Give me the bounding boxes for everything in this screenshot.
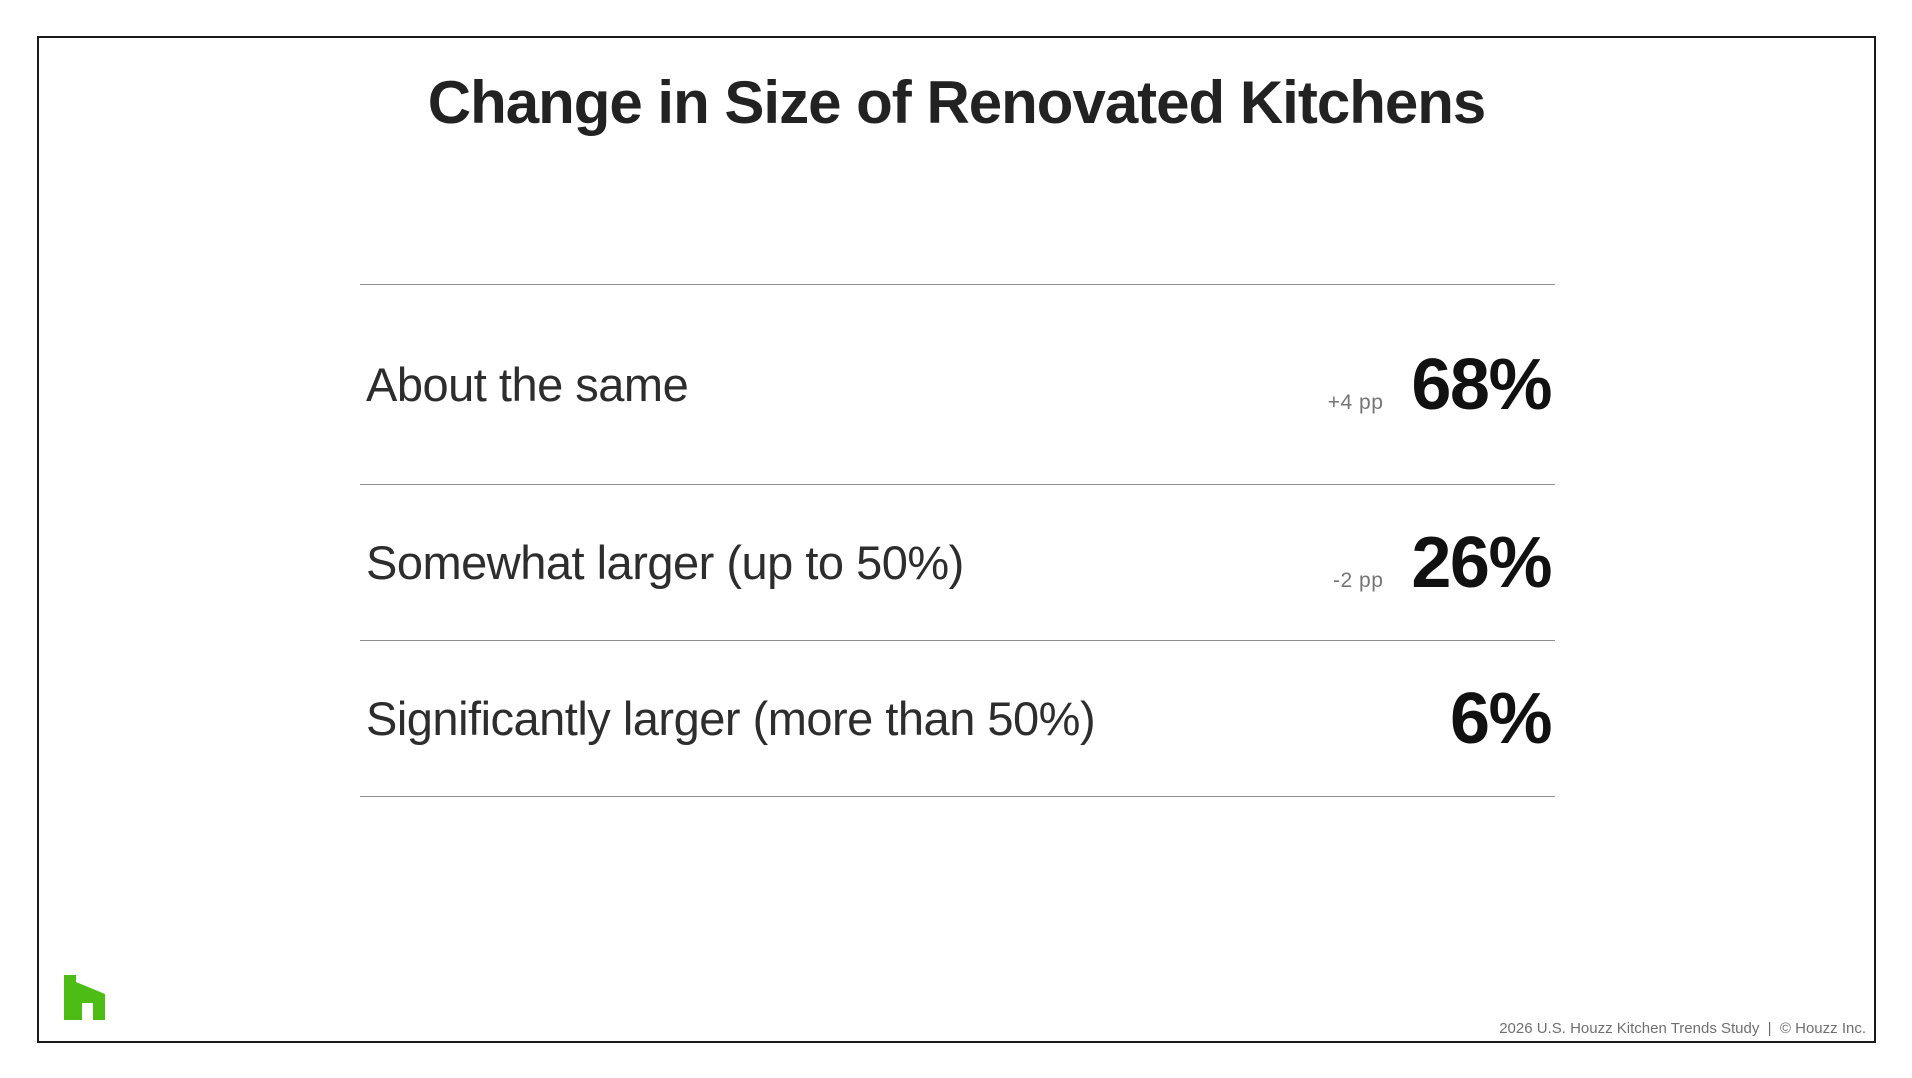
row-value: 68%: [1411, 344, 1552, 425]
row-value-group: -2 pp 26%: [1333, 522, 1552, 603]
row-change-pp: -2 pp: [1333, 568, 1384, 592]
table-row: About the same +4 pp 68%: [360, 285, 1555, 485]
table-row: Somewhat larger (up to 50%) -2 pp 26%: [360, 485, 1555, 641]
row-label: Somewhat larger (up to 50%): [366, 536, 964, 589]
table-row: Significantly larger (more than 50%) 6%: [360, 641, 1555, 797]
page-border: Change in Size of Renovated Kitchens Abo…: [37, 36, 1876, 1043]
row-label: About the same: [366, 358, 689, 411]
row-value: 26%: [1411, 522, 1552, 603]
chart-title: Change in Size of Renovated Kitchens: [427, 69, 1487, 136]
houzz-logo-icon: [64, 975, 105, 1020]
row-value: 6%: [1449, 678, 1553, 759]
houzz-house-shape: [64, 975, 105, 1020]
row-value-group: 6%: [1449, 678, 1553, 759]
row-label: Significantly larger (more than 50%): [366, 692, 1096, 745]
row-value-group: +4 pp 68%: [1327, 344, 1553, 425]
data-table: About the same +4 pp 68% Somewhat larger…: [360, 284, 1555, 797]
row-change-pp: +4 pp: [1327, 390, 1384, 414]
footer-credit: 2026 U.S. Houzz Kitchen Trends Study | ©…: [1499, 1020, 1866, 1037]
